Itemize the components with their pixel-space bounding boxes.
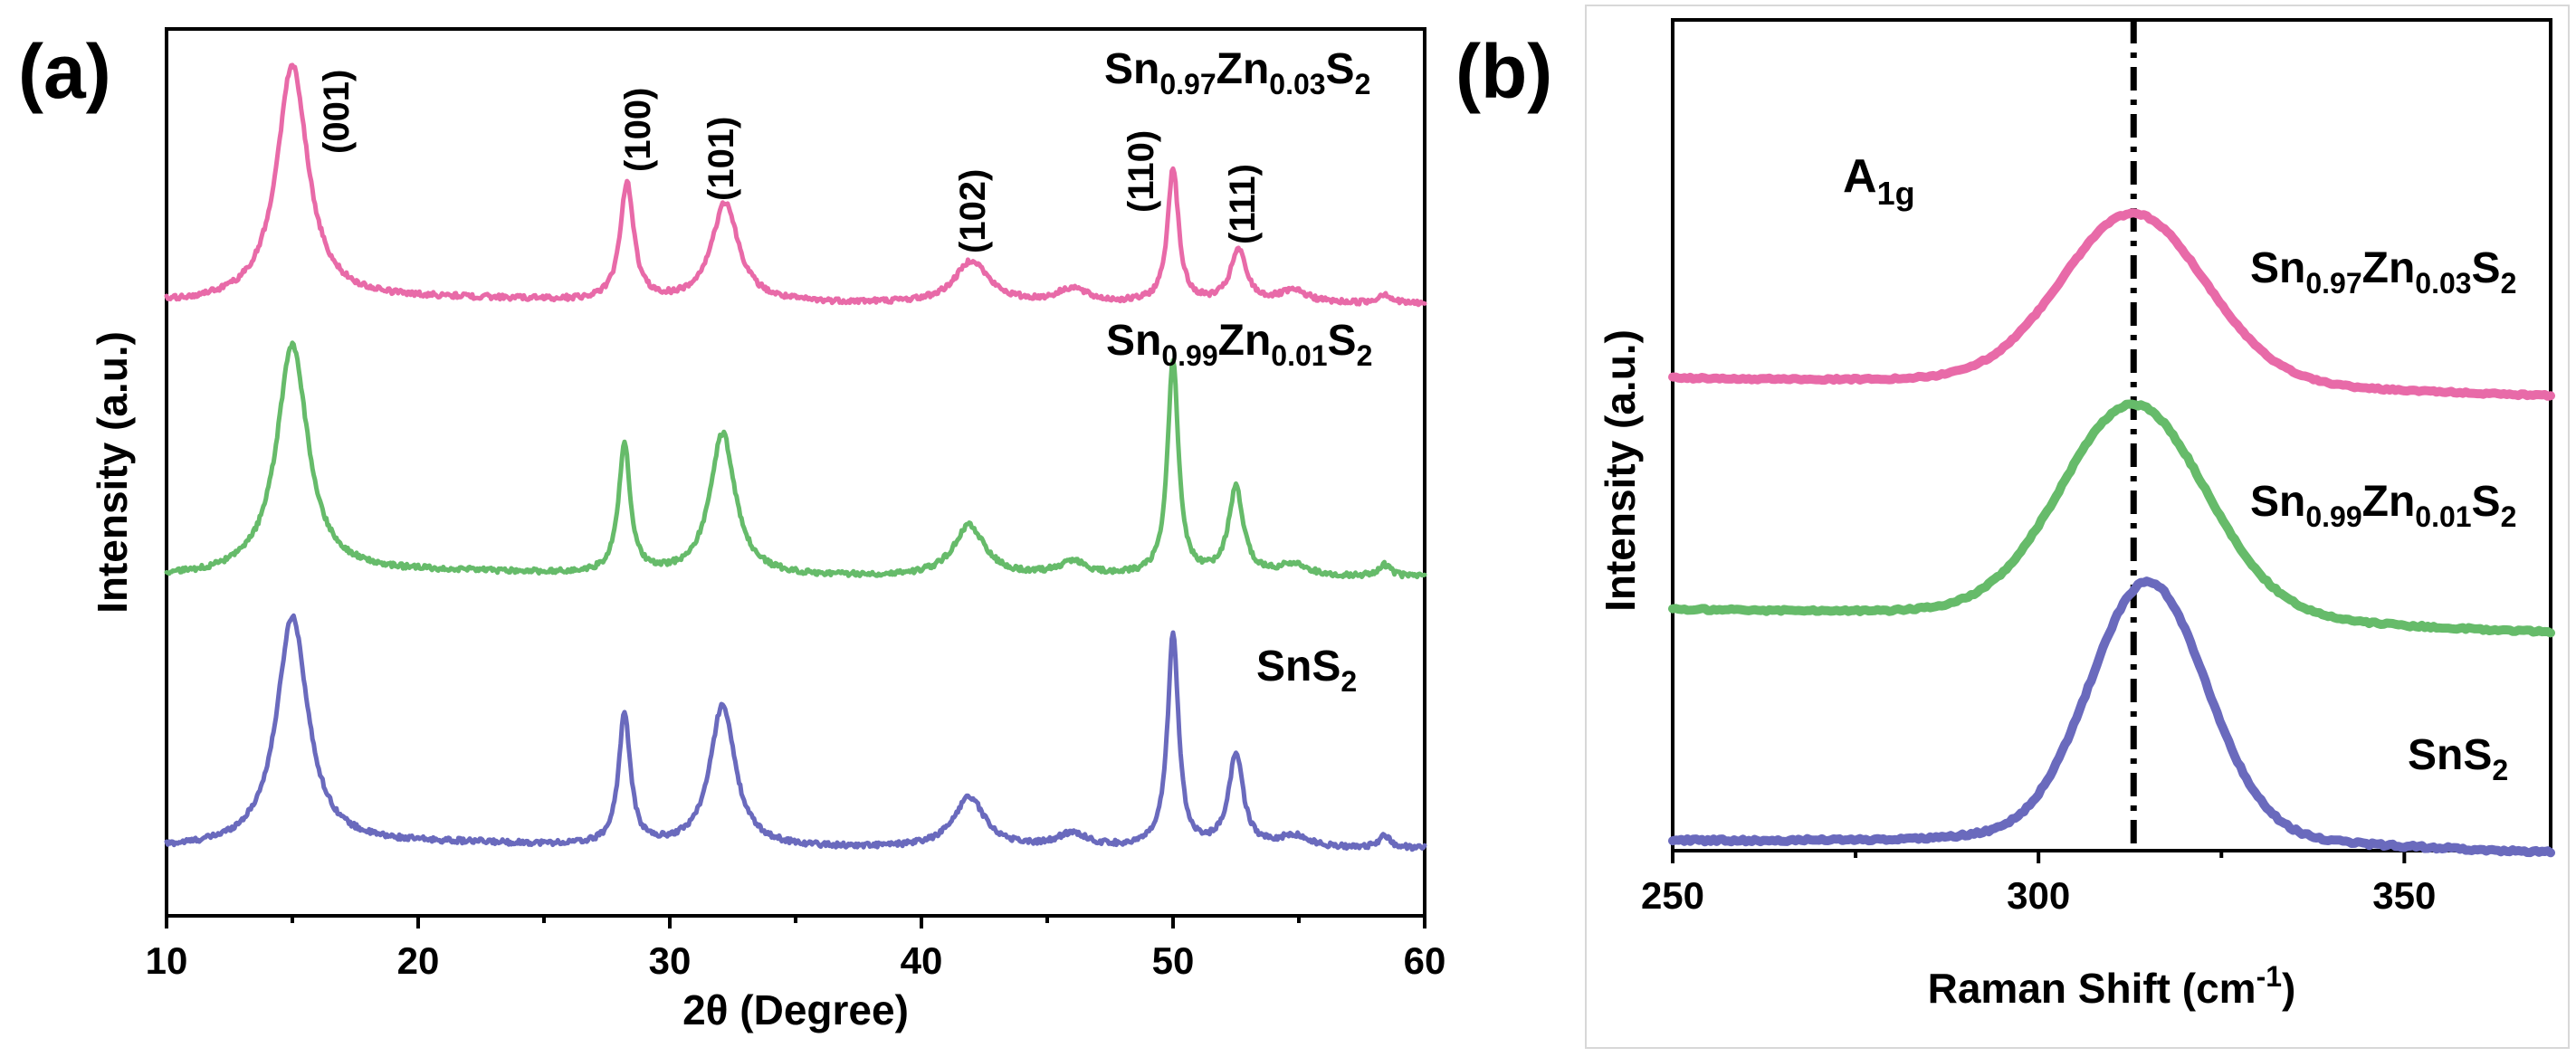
panel-a-label: (a) xyxy=(18,29,111,114)
raman-x-tick-label: 350 xyxy=(2372,874,2436,917)
xrd-x-tick-label: 60 xyxy=(1404,939,1446,982)
raman-plot-frame xyxy=(1671,18,2552,852)
xrd-curve-Sn0.99Zn0.01S2 xyxy=(164,340,1427,580)
raman-curves xyxy=(1668,208,2555,858)
xrd-curve-SnS2 xyxy=(164,613,1427,852)
xrd-x-tick-label: 50 xyxy=(1152,939,1195,982)
xrd-series-label-zn001: Sn0.99Zn0.01S2 xyxy=(1106,317,1372,372)
xrd-y-axis-label: Intensity (a.u.) xyxy=(89,331,136,614)
xrd-peak-label: (110) xyxy=(1121,130,1161,213)
raman-series-label-sns2: SnS2 xyxy=(2408,731,2508,786)
xrd-plot-frame xyxy=(165,27,1426,918)
xrd-x-axis-label: 2θ (Degree) xyxy=(682,986,909,1033)
raman-curve-Sn0.97Zn0.03S2 xyxy=(1668,208,2555,401)
panel-b-label: (b) xyxy=(1455,29,1552,114)
xrd-x-tick-label: 40 xyxy=(901,939,943,982)
xrd-panel: (a) 10 20 30 40 50 60 2θ (Degree) Intensity (… xyxy=(18,27,1446,1033)
xrd-curves xyxy=(164,62,1427,852)
raman-panel-border xyxy=(1585,5,2570,1049)
xrd-peak-label: (100) xyxy=(618,88,658,172)
raman-y-axis-label: Intensity (a.u.) xyxy=(1597,329,1644,612)
raman-x-tick-label: 300 xyxy=(2007,874,2070,917)
xrd-curve-Sn0.97Zn0.03S2 xyxy=(164,62,1427,308)
xrd-x-tick-label: 20 xyxy=(397,939,440,982)
raman-curve-Sn0.99Zn0.01S2 xyxy=(1668,399,2555,638)
raman-series-label-zn001: Sn0.99Zn0.01S2 xyxy=(2250,478,2516,533)
xrd-peak-label: (001) xyxy=(317,70,357,154)
raman-curve-SnS2 xyxy=(1668,576,2555,858)
xrd-series-label-sns2: SnS2 xyxy=(1256,643,1357,698)
xrd-peak-label: (111) xyxy=(1223,164,1263,244)
xrd-x-tick-label: 30 xyxy=(649,939,692,982)
xrd-peak-label: (101) xyxy=(701,117,741,201)
xrd-peak-label: (102) xyxy=(953,169,993,253)
xrd-series-label-zn003: Sn0.97Zn0.03S2 xyxy=(1104,45,1370,100)
raman-panel: (b) 250 300 350 Raman Shift (cm-1) Intensi… xyxy=(1455,5,2570,1049)
raman-series-label-zn003: Sn0.97Zn0.03S2 xyxy=(2250,244,2516,300)
raman-x-ticks: 250 300 350 xyxy=(1641,851,2436,917)
xrd-x-ticks: 10 20 30 40 50 60 xyxy=(146,916,1446,982)
raman-x-tick-label: 250 xyxy=(1641,874,1704,917)
a1g-mode-label: A1g xyxy=(1843,150,1915,212)
raman-x-axis-label: Raman Shift (cm-1) xyxy=(1928,960,2296,1012)
xrd-x-tick-label: 10 xyxy=(146,939,188,982)
